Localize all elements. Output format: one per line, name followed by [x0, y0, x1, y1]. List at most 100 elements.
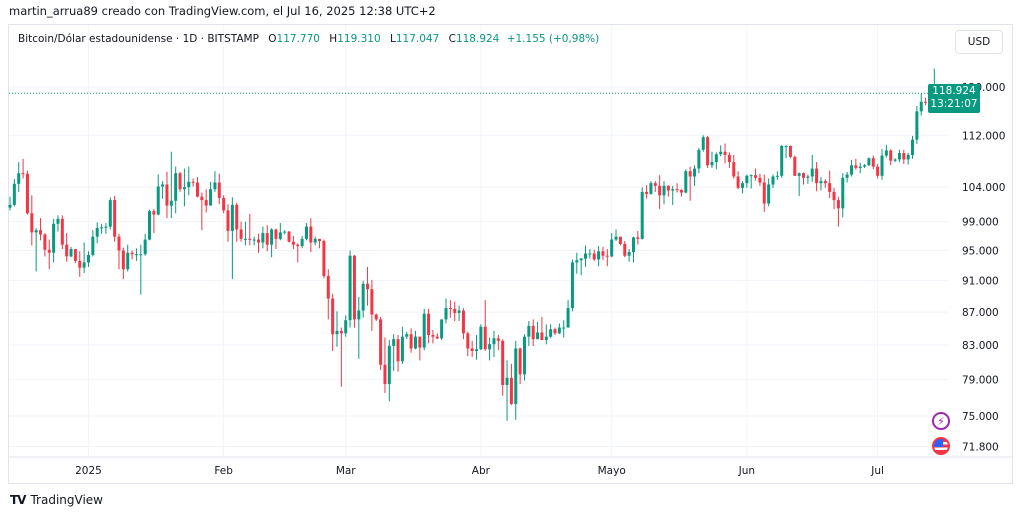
candle: [209, 181, 213, 206]
candle-body: [496, 338, 500, 341]
ohlc-legend: Bitcoin/Dólar estadounidense · 1D · BITS…: [18, 33, 599, 45]
candle-body: [8, 204, 12, 208]
candle-body: [719, 151, 723, 155]
candle-body: [418, 336, 422, 348]
candle-body: [671, 189, 675, 191]
candle: [69, 246, 73, 258]
candle-body: [627, 252, 631, 256]
time-tick-label: Feb: [214, 465, 233, 477]
candle-body: [710, 162, 714, 166]
candle-body: [579, 258, 583, 261]
candle: [187, 166, 191, 196]
candle: [387, 340, 391, 402]
candle: [575, 252, 579, 274]
candle-body: [165, 184, 169, 206]
candle: [845, 171, 849, 183]
candle-body: [531, 325, 535, 340]
candle-body: [536, 332, 540, 340]
candle-body: [270, 229, 274, 245]
candle-body: [592, 253, 596, 260]
candle-body: [361, 283, 365, 311]
candle: [457, 305, 461, 322]
candle: [889, 149, 893, 166]
candle-body: [422, 313, 426, 348]
candle-body: [488, 344, 492, 350]
candle-body: [91, 236, 95, 255]
candle-body: [139, 254, 143, 256]
symbol-title[interactable]: Bitcoin/Dólar estadounidense · 1D · BITS…: [18, 33, 259, 45]
candle: [148, 209, 152, 241]
candle: [339, 327, 343, 387]
candle-body: [25, 173, 29, 214]
candle: [357, 296, 361, 359]
candle-body: [213, 182, 217, 190]
time-tick-label: Abr: [472, 465, 491, 477]
candle-body: [431, 335, 435, 337]
candle: [39, 218, 43, 241]
candle-body: [21, 173, 25, 175]
lightning-icon[interactable]: ⚡: [932, 412, 950, 430]
candle: [200, 192, 204, 231]
candle-body: [261, 233, 265, 243]
candle-body: [871, 158, 875, 167]
candle-body: [12, 183, 16, 205]
candle: [732, 154, 736, 179]
candle: [775, 171, 779, 180]
candle-body: [291, 241, 295, 245]
candle-body: [557, 327, 561, 334]
candle-body: [383, 364, 387, 385]
candle-body: [797, 173, 801, 176]
candle: [527, 321, 531, 346]
candle: [797, 172, 801, 196]
candle: [919, 93, 923, 116]
candle: [767, 178, 771, 207]
candle: [265, 225, 269, 252]
candle: [815, 162, 819, 192]
candle: [496, 335, 500, 351]
candle: [361, 280, 365, 318]
candle-body: [182, 187, 186, 190]
candle-body: [161, 184, 165, 187]
close-key: C: [448, 33, 456, 45]
candle: [257, 233, 261, 253]
candle: [911, 135, 915, 159]
candle: [614, 229, 618, 242]
candle-body: [675, 189, 679, 191]
candle-body: [130, 252, 134, 255]
candle: [204, 189, 208, 213]
candle-body: [501, 340, 505, 385]
candle-body: [47, 249, 51, 253]
currency-button[interactable]: USD: [955, 30, 1003, 54]
candle-body: [666, 185, 670, 191]
candle-body: [43, 234, 47, 250]
candle-body: [396, 339, 400, 362]
candle-body: [400, 336, 404, 362]
candle: [893, 158, 897, 163]
candle-body: [34, 230, 38, 233]
candle: [121, 247, 125, 280]
candle: [322, 239, 326, 279]
candle: [645, 185, 649, 199]
low-key: L: [389, 33, 396, 45]
candle: [627, 249, 631, 262]
candle-body: [143, 239, 147, 255]
candle-body: [876, 166, 880, 176]
candle-body: [649, 183, 653, 194]
candle-body: [610, 239, 614, 257]
candle: [867, 157, 871, 166]
candle-body: [95, 228, 99, 237]
us-flag-icon[interactable]: [932, 437, 950, 455]
candle-body: [352, 255, 356, 320]
candle: [174, 166, 178, 214]
candle-body: [265, 233, 269, 245]
candle-body: [893, 159, 897, 161]
candle: [431, 330, 435, 344]
candle: [78, 251, 82, 277]
candle: [182, 168, 186, 207]
candle-body: [802, 173, 806, 178]
candle-body: [108, 200, 112, 227]
footer-logo[interactable]: TV TradingView: [10, 493, 103, 507]
candle-body: [693, 168, 697, 177]
candle: [488, 337, 492, 361]
